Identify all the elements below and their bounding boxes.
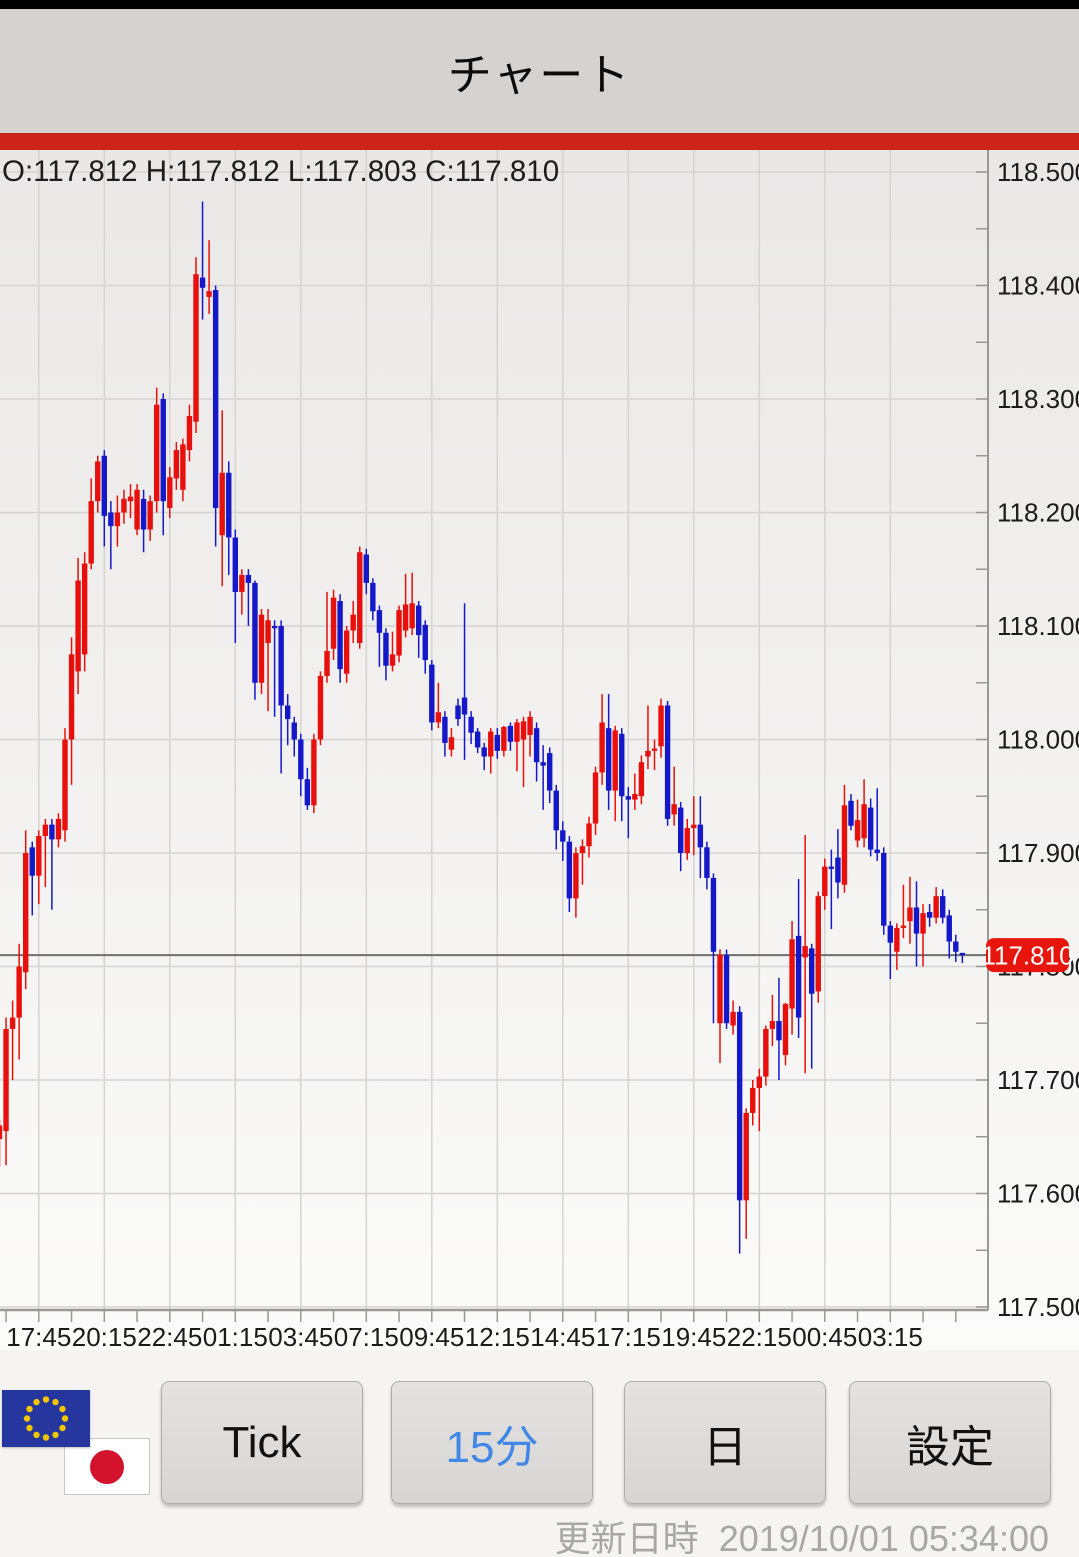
svg-text:03:15: 03:15 <box>858 1322 923 1350</box>
x-axis-labels: 17:45 20:15 22:45 01:15 03:45 07:15 09:45 12:15… <box>6 1322 923 1350</box>
svg-text:14:45: 14:45 <box>530 1322 595 1350</box>
svg-text:118.000: 118.000 <box>997 725 1079 755</box>
status-bar <box>0 0 1079 9</box>
japan-flag-sun <box>90 1449 124 1484</box>
svg-text:19:45: 19:45 <box>661 1322 726 1350</box>
app-header: チャート <box>0 9 1079 133</box>
chart-axes <box>0 150 989 1322</box>
svg-text:17:45: 17:45 <box>6 1322 71 1350</box>
current-price-label: 117.810 <box>981 938 1074 973</box>
candlestick-chart[interactable]: 118.500 118.400 118.300 118.200 118.100 118.0… <box>0 150 1079 1350</box>
svg-text:17:15: 17:15 <box>596 1322 661 1350</box>
candlesticks <box>0 201 966 1254</box>
svg-text:22:45: 22:45 <box>137 1322 202 1350</box>
svg-text:03:45: 03:45 <box>268 1322 333 1350</box>
svg-text:118.100: 118.100 <box>997 611 1079 641</box>
svg-text:22:15: 22:15 <box>727 1322 792 1350</box>
header-accent-bar <box>0 133 1079 150</box>
svg-text:09:45: 09:45 <box>399 1322 464 1350</box>
settings-button[interactable]: 設定 <box>849 1381 1051 1504</box>
svg-text:20:15: 20:15 <box>72 1322 137 1350</box>
japan-flag-icon <box>64 1438 150 1495</box>
svg-text:117.900: 117.900 <box>997 838 1079 868</box>
timeframe-button-tick[interactable]: Tick <box>161 1381 363 1504</box>
svg-text:117.600: 117.600 <box>997 1179 1079 1209</box>
timeframe-button-15min[interactable]: 15分 <box>391 1381 593 1504</box>
timeframe-button-day[interactable]: 日 <box>624 1381 826 1504</box>
svg-text:117.700: 117.700 <box>997 1065 1079 1095</box>
page-title: チャート <box>447 51 632 100</box>
last-updated-value: 2019/10/01 05:34:00 <box>718 1518 1049 1557</box>
y-axis-labels: 118.500 118.400 118.300 118.200 118.100 118.0… <box>997 157 1079 1322</box>
svg-text:118.400: 118.400 <box>997 271 1079 301</box>
svg-text:117.810: 117.810 <box>981 941 1073 971</box>
svg-text:07:15: 07:15 <box>334 1322 399 1350</box>
ohlc-readout: O:117.812 H:117.812 L:117.803 C:117.810 <box>2 155 559 188</box>
chart-gridlines <box>0 150 988 1310</box>
last-updated-label: 更新日時 <box>554 1518 699 1557</box>
svg-text:118.200: 118.200 <box>997 498 1079 528</box>
svg-text:12:15: 12:15 <box>465 1322 530 1350</box>
svg-text:117.500: 117.500 <box>997 1292 1079 1322</box>
currency-pair-selector[interactable] <box>0 1382 160 1502</box>
svg-text:01:15: 01:15 <box>203 1322 268 1350</box>
eu-flag-icon <box>2 1390 90 1447</box>
svg-text:00:45: 00:45 <box>792 1322 857 1350</box>
svg-text:118.300: 118.300 <box>997 384 1079 414</box>
last-updated: 更新日時 2019/10/01 05:34:00 <box>555 1510 1049 1557</box>
svg-text:118.500: 118.500 <box>997 157 1079 187</box>
